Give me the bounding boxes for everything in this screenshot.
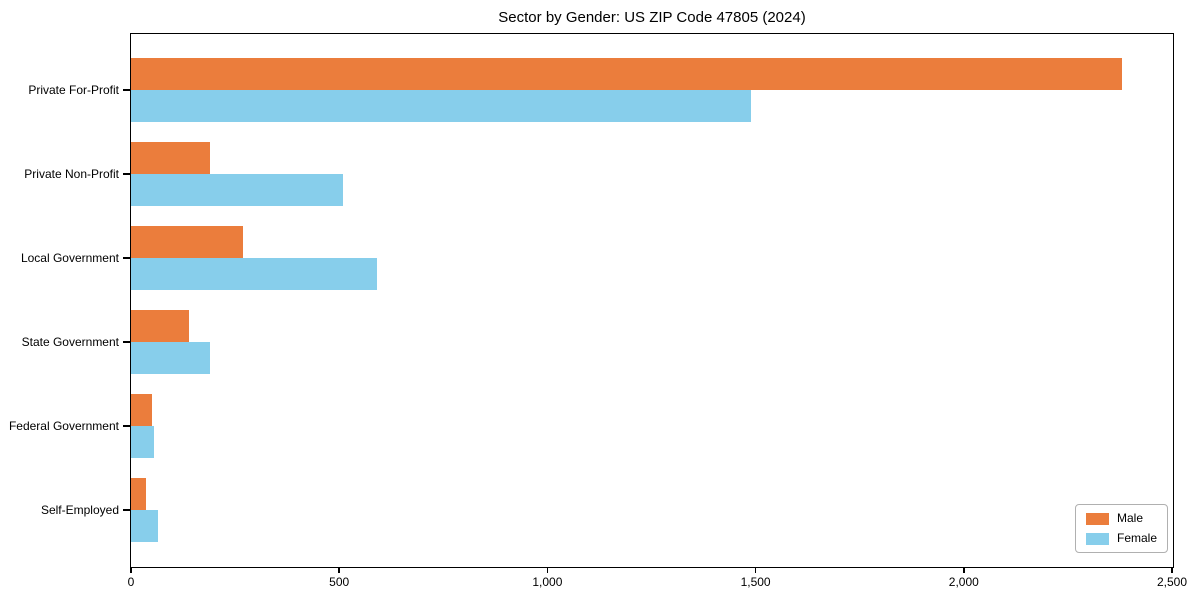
bar-male-5 xyxy=(131,478,146,510)
y-tick-mark xyxy=(123,425,131,427)
x-tick-label: 1,500 xyxy=(740,575,771,589)
chart-title: Sector by Gender: US ZIP Code 47805 (202… xyxy=(498,9,806,26)
bar-female-3 xyxy=(131,342,211,374)
bar-female-5 xyxy=(131,510,159,542)
bar-male-0 xyxy=(131,58,1123,90)
bar-female-1 xyxy=(131,174,344,206)
legend-entry-male: Male xyxy=(1085,511,1157,525)
y-tick-mark xyxy=(123,173,131,175)
legend-entry-female: Female xyxy=(1085,531,1157,545)
category-label: Self-Employed xyxy=(40,503,119,517)
x-tick-mark xyxy=(1171,567,1173,573)
y-tick-mark xyxy=(123,257,131,259)
legend: Male Female xyxy=(1074,504,1168,553)
legend-label-female: Female xyxy=(1116,531,1157,545)
y-tick-mark xyxy=(123,341,131,343)
category-label: Federal Government xyxy=(8,419,119,433)
x-tick-mark xyxy=(338,567,340,573)
bar-female-4 xyxy=(131,426,154,458)
bar-female-0 xyxy=(131,90,752,122)
legend-swatch-male-icon xyxy=(1085,512,1109,525)
plot-area: Private For-Profit Private Non-Profit Loca… xyxy=(9,33,1187,589)
category-label: Local Government xyxy=(20,251,119,265)
bar-male-3 xyxy=(131,310,190,342)
bar-male-1 xyxy=(131,142,211,174)
category-label: State Government xyxy=(21,335,119,349)
x-tick-mark xyxy=(130,567,132,573)
category-label: Private For-Profit xyxy=(28,83,119,97)
bar-male-2 xyxy=(131,226,244,258)
legend-swatch-female-icon xyxy=(1085,532,1109,545)
x-tick-mark xyxy=(963,567,965,573)
x-tick-label: 0 xyxy=(127,575,135,589)
x-tick-label: 500 xyxy=(329,575,350,589)
y-tick-mark xyxy=(123,89,131,91)
bar-male-4 xyxy=(131,394,152,426)
legend-label-male: Male xyxy=(1116,511,1143,525)
y-tick-mark xyxy=(123,509,131,511)
x-tick-mark xyxy=(546,567,549,573)
bar-female-2 xyxy=(131,258,377,290)
x-tick-label: 1,000 xyxy=(532,575,563,589)
x-tick-mark xyxy=(754,567,757,573)
x-tick-label: 2,000 xyxy=(948,575,979,589)
x-tick-label: 2,500 xyxy=(1156,575,1188,589)
category-label: Private Non-Profit xyxy=(24,167,119,181)
